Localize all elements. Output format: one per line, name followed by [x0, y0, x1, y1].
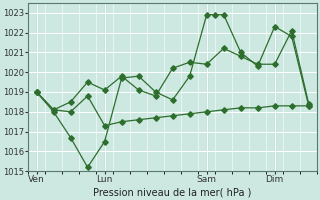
X-axis label: Pression niveau de la mer( hPa ): Pression niveau de la mer( hPa ) [93, 187, 252, 197]
